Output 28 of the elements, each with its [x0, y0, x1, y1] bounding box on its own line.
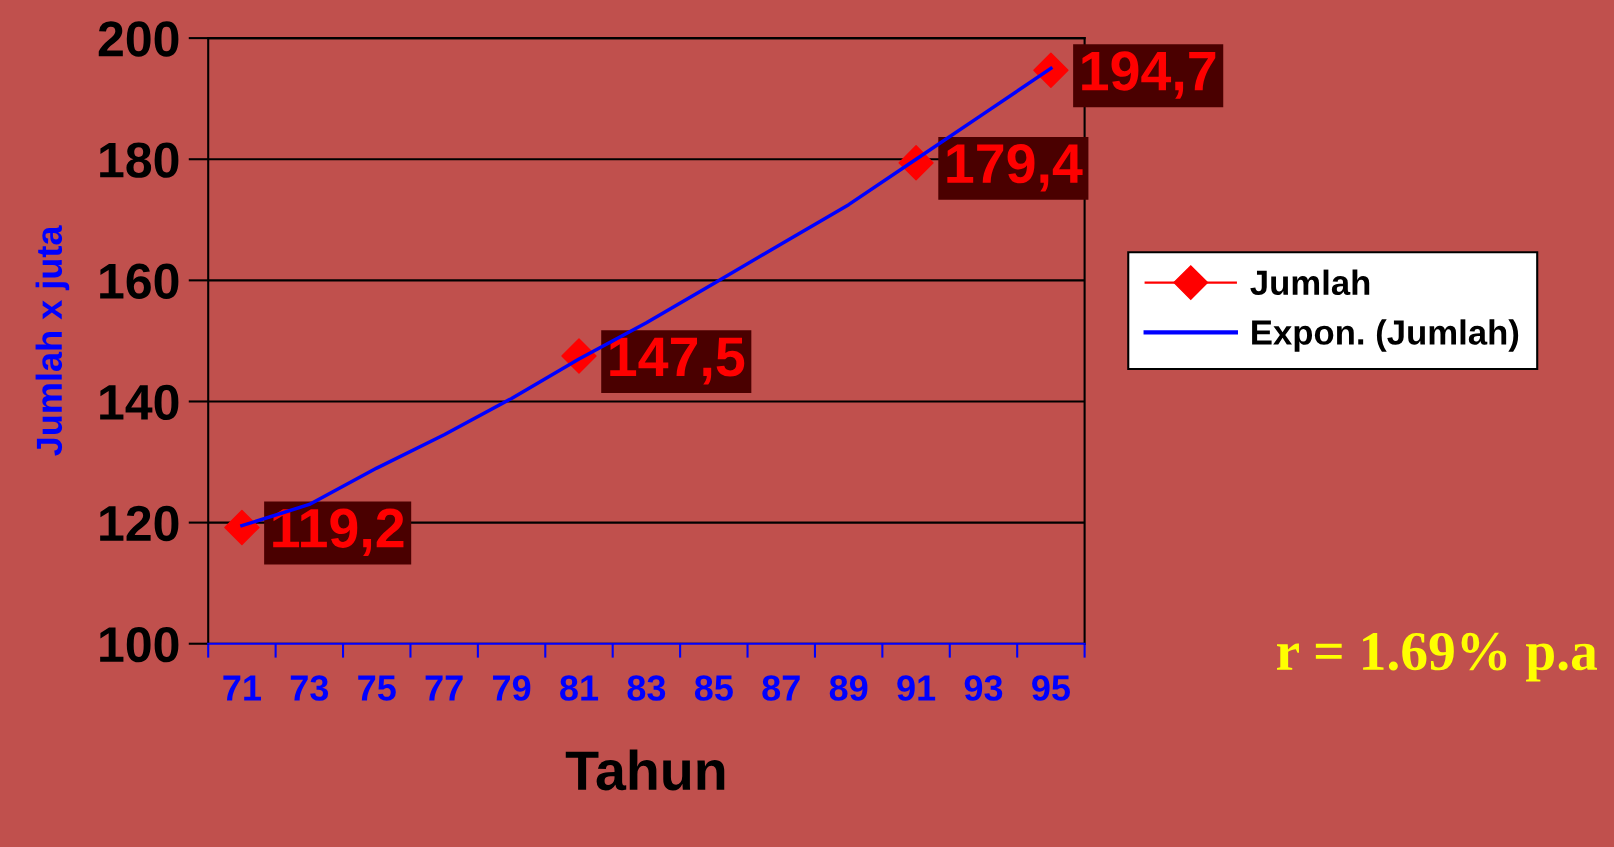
x-tick-label: 71 — [223, 675, 261, 701]
x-tick-label: 87 — [762, 675, 800, 701]
y-tick-label: 100 — [100, 626, 179, 663]
y-tick-label: 200 — [98, 21, 179, 57]
data-label: 147,5 — [610, 337, 745, 385]
text: r = 1.69% p.a — [1277, 632, 1598, 682]
x-tick-label: 75 — [358, 675, 396, 701]
y-tick-label: 180 — [100, 142, 179, 178]
x-tick-label: 77 — [425, 675, 463, 701]
legend-label: Expon. (Jumlah) — [1252, 319, 1519, 352]
x-tick-label: 93 — [964, 675, 1003, 701]
x-tick-label: 73 — [290, 675, 329, 701]
x-tick-label: 81 — [560, 675, 599, 701]
x-tick-label: 91 — [897, 675, 936, 701]
y-tick-label: 140 — [100, 384, 179, 421]
x-tick-label: 95 — [1032, 675, 1070, 701]
data-label: 119,2 — [273, 508, 404, 556]
y-axis-title: Jumlah x juta — [35, 225, 70, 456]
y-tick-label: 120 — [100, 505, 179, 542]
x-axis-title: Tahun — [565, 749, 725, 791]
legend-label: Jumlah — [1250, 269, 1370, 296]
x-tick-label: 83 — [627, 675, 666, 701]
y-tick-label: 160 — [100, 263, 179, 299]
x-tick-label: 79 — [493, 675, 531, 701]
data-label: 179,4 — [947, 144, 1083, 192]
x-tick-label: 85 — [694, 675, 733, 701]
x-tick-label: 89 — [829, 675, 868, 701]
data-label: 194,7 — [1082, 51, 1216, 99]
